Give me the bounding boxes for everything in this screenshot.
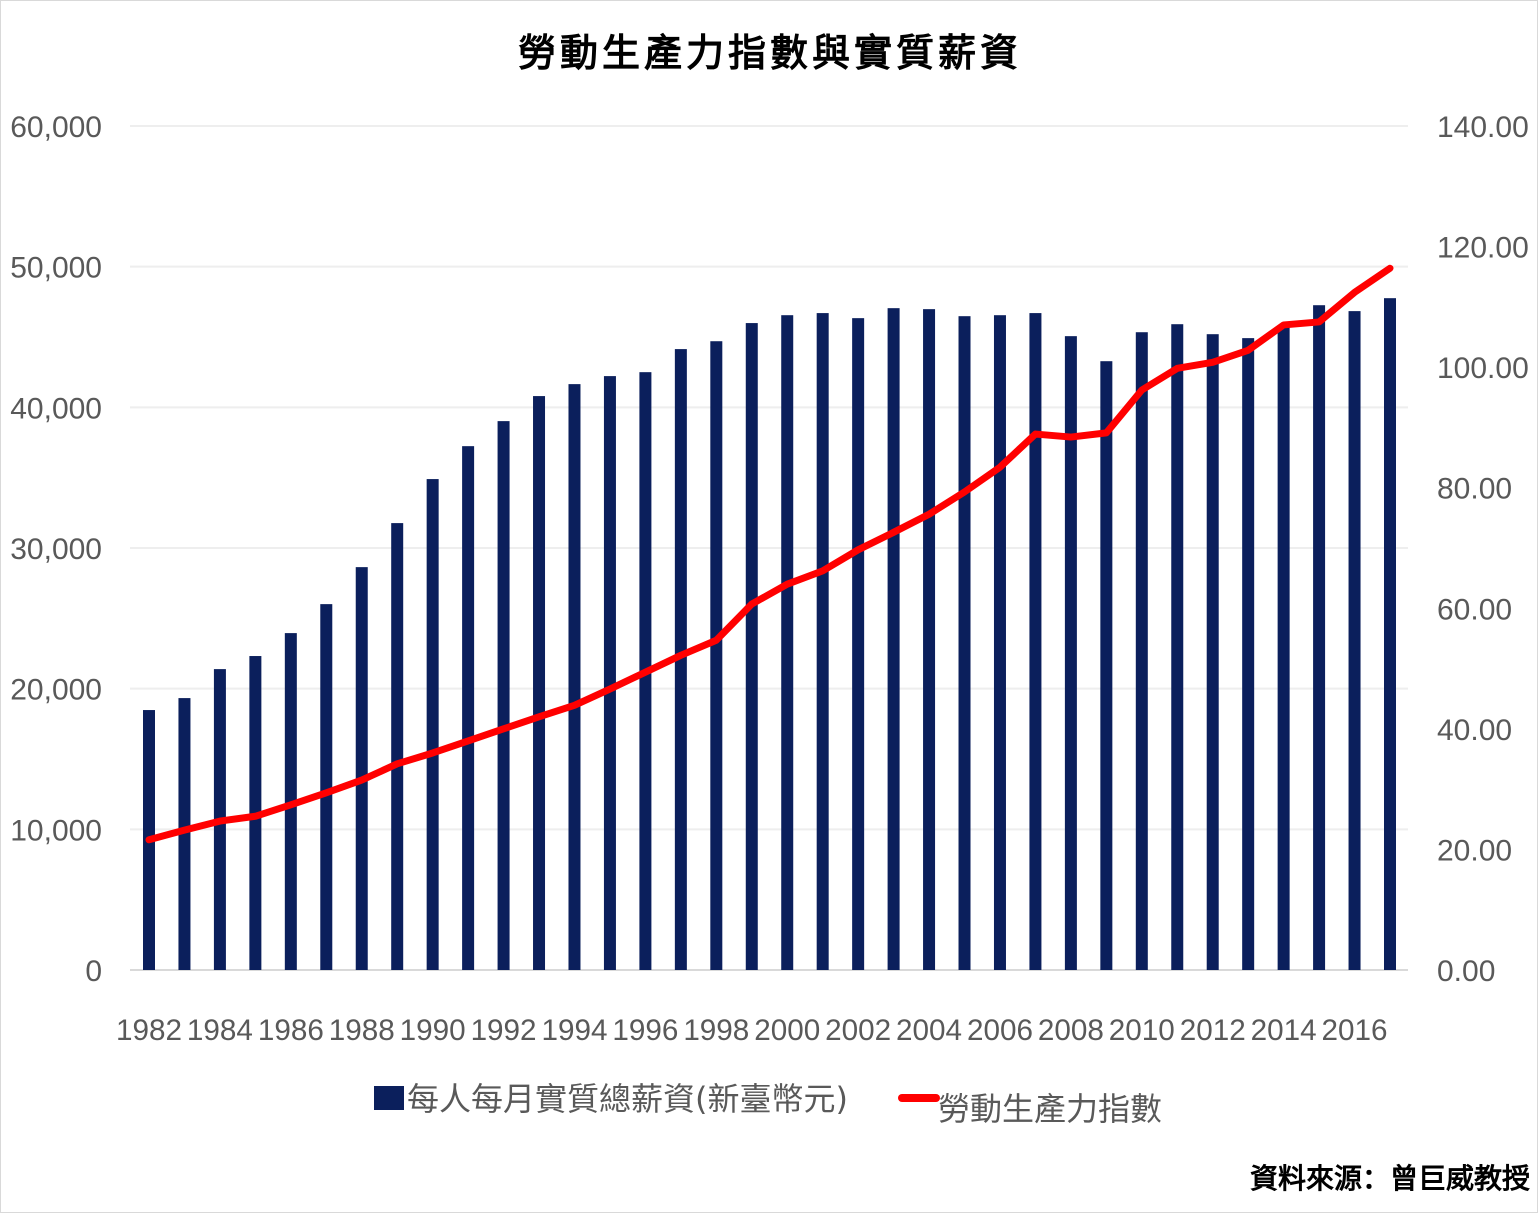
right-axis-tick-label: 80.00 [1437,473,1512,506]
right-axis-tick-label: 120.00 [1437,232,1529,265]
productivity-line [145,264,1394,844]
legend-bar-label: 每人每月實質總薪資(新臺幣元) [407,1080,848,1118]
bar-2000 [781,315,794,970]
bar-1997 [674,349,687,971]
x-axis-tick-label: 1992 [471,1014,537,1047]
bar-1999 [745,323,758,971]
x-axis-tick-label: 2010 [1109,1014,1175,1047]
bar-1989 [391,523,404,970]
bar-1987 [320,604,333,970]
bar-2015 [1313,305,1326,970]
bar-2016 [1348,311,1361,971]
x-axis-tick-label: 2012 [1180,1014,1246,1047]
bar-2005 [958,316,971,970]
bar-1990 [426,479,439,970]
bar-1995 [603,376,616,970]
bar-1998 [710,341,723,971]
bar-1993 [533,396,546,971]
bar-2013 [1242,338,1255,970]
bar-1988 [355,567,368,970]
x-axis-tick-label: 2006 [967,1014,1033,1047]
bar-2003 [887,308,900,970]
x-axis-tick-label: 1994 [541,1014,607,1047]
left-axis-tick-label: 50,000 [10,252,102,285]
chart-title: 勞動生產力指數與實質薪資 [518,30,1022,75]
x-axis-tick-label: 2000 [754,1014,820,1047]
bar-2002 [852,318,865,971]
x-axis-tick-label: 1984 [187,1014,253,1047]
left-axis-tick-label: 10,000 [10,814,102,847]
bar-2012 [1206,334,1219,971]
bar-2008 [1064,336,1077,970]
right-axis-tick-label: 40.00 [1437,714,1512,747]
legend: 每人每月實質總薪資(新臺幣元) 勞動生產力指數 [374,1080,1162,1128]
left-axis-tick-label: 20,000 [10,674,102,707]
right-axis-tick-label: 60.00 [1437,593,1512,626]
x-axis-tick-label: 1988 [329,1014,395,1047]
right-axis-tick-label: 100.00 [1437,352,1529,385]
bar-2007 [1029,313,1042,970]
left-axis-tick-label: 0 [85,955,102,988]
bar-2001 [816,313,829,970]
left-axis-tick-label: 60,000 [10,111,102,144]
bar-1983 [178,698,191,970]
bar-2011 [1171,324,1184,970]
x-axis-tick-label: 1982 [116,1014,182,1047]
left-axis-tick-label: 30,000 [10,533,102,566]
legend-bar-swatch [374,1086,404,1110]
bar-2004 [923,309,936,970]
bar-1994 [568,384,581,971]
bar-2010 [1135,332,1148,970]
bar-2014 [1277,326,1290,970]
bar-2017 [1384,298,1396,970]
bar-1992 [497,421,510,970]
x-axis-tick-label: 1996 [612,1014,678,1047]
right-axis-tick-label: 0.00 [1437,955,1495,988]
x-axis-tick-label: 2004 [896,1014,962,1047]
x-axis-tick-label: 2008 [1038,1014,1104,1047]
x-axis-tick-label: 2014 [1251,1014,1317,1047]
bar-2006 [993,315,1006,970]
left-axis-tick-label: 40,000 [10,392,102,425]
source-note: 資料來源：曾巨威教授 [1250,1162,1530,1195]
x-axis-tick-label: 2002 [825,1014,891,1047]
x-axis-tick-label: 1990 [400,1014,466,1047]
bar-2009 [1100,361,1113,970]
x-axis-tick-label: 1986 [258,1014,324,1047]
legend-line-label: 勞動生產力指數 [938,1090,1162,1128]
right-axis-tick-label: 20.00 [1437,834,1512,867]
x-axis-tick-label: 2016 [1322,1014,1388,1047]
right-axis-tick-label: 140.00 [1437,111,1529,144]
x-axis-tick-label: 1998 [683,1014,749,1047]
bar-1991 [462,446,475,970]
